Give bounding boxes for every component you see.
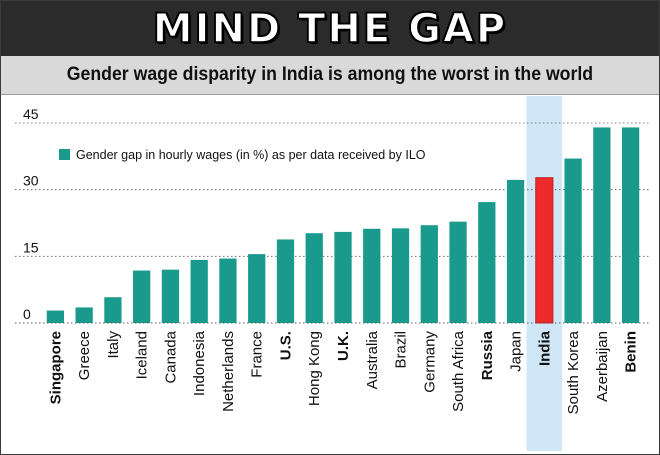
- bar-benin: [621, 127, 640, 323]
- x-tick-label-hong-kong: Hong Kong: [306, 331, 323, 406]
- bar-france: [248, 254, 266, 323]
- x-tick-label-italy: Italy: [105, 331, 122, 359]
- bar-russia: [478, 202, 496, 323]
- legend-swatch: [59, 149, 70, 160]
- bar-u-s: [276, 239, 295, 323]
- bar-iceland: [133, 270, 151, 323]
- bar-canada: [161, 269, 180, 323]
- bar-south-korea: [564, 158, 582, 323]
- x-tick-label-netherlands: Netherlands: [220, 331, 237, 412]
- bar-italy: [104, 297, 122, 323]
- y-tick-label-0: 0: [23, 306, 31, 322]
- x-tick-label-japan: Japan: [508, 331, 525, 372]
- x-tick-label-india: India: [536, 330, 553, 366]
- bar-australia: [363, 228, 381, 323]
- x-tick-label-france: France: [249, 331, 266, 378]
- bar-india: [535, 177, 554, 324]
- bar-brazil: [391, 228, 410, 323]
- x-tick-label-south-korea: South Korea: [565, 330, 582, 414]
- x-tick-label-brazil: Brazil: [393, 331, 410, 369]
- bar-hong-kong: [305, 233, 323, 323]
- bar-azerbaijan: [593, 127, 611, 323]
- x-tick-label-indonesia: Indonesia: [191, 330, 208, 396]
- subtitle-band: Gender wage disparity in India is among …: [1, 56, 659, 95]
- bar-singapore: [46, 310, 65, 323]
- bar-u-k: [334, 231, 352, 323]
- x-tick-label-germany: Germany: [421, 331, 438, 393]
- x-tick-label-russia: Russia: [479, 330, 496, 380]
- bar-indonesia: [190, 259, 208, 323]
- x-tick-label-australia: Australia: [364, 330, 381, 389]
- x-tick-label-iceland: Iceland: [134, 331, 151, 379]
- x-tick-label-greece: Greece: [76, 331, 93, 380]
- chart-subtitle: Gender wage disparity in India is among …: [66, 64, 594, 85]
- bar-south-africa: [449, 221, 467, 323]
- x-tick-label-azerbaijan: Azerbaijan: [594, 331, 611, 402]
- bar-japan: [506, 179, 525, 323]
- title-banner: MIND THE GAP: [1, 1, 659, 56]
- bar-netherlands: [219, 258, 237, 323]
- x-tick-label-u-s: U.S.: [277, 331, 294, 360]
- x-tick-label-south-africa: South Africa: [450, 330, 467, 412]
- x-tick-label-u-k: U.K.: [335, 331, 352, 361]
- y-tick-label-45: 45: [23, 106, 39, 122]
- x-tick-label-singapore: Singapore: [47, 331, 64, 404]
- bar-germany: [420, 225, 438, 323]
- bar-greece: [75, 307, 93, 323]
- x-tick-label-canada: Canada: [162, 330, 179, 383]
- y-tick-label-30: 30: [23, 173, 39, 189]
- chart-title: MIND THE GAP: [152, 5, 508, 53]
- legend-label: Gender gap in hourly wages (in %) as per…: [76, 148, 426, 162]
- y-tick-label-15: 15: [23, 239, 39, 255]
- x-tick-label-benin: Benin: [623, 331, 640, 373]
